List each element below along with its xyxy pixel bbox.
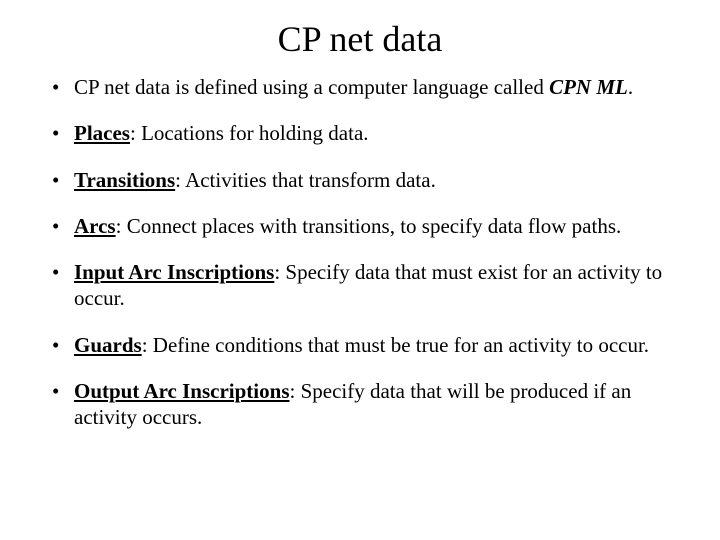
bullet-rest-text: : Activities that transform data. [175,168,436,192]
bullet-term: Transitions [74,168,175,192]
bullet-item: Arcs: Connect places with transitions, t… [48,213,672,239]
bullet-list: CP net data is defined using a computer … [48,74,672,430]
bullet-item: Input Arc Inscriptions: Specify data tha… [48,259,672,312]
bullet-rest-text: : Locations for holding data. [130,121,369,145]
bullet-item: Transitions: Activities that transform d… [48,167,672,193]
bullet-term: Output Arc Inscriptions [74,379,290,403]
bullet-item: Output Arc Inscriptions: Specify data th… [48,378,672,431]
bullet-term: CPN ML [549,75,628,99]
bullet-rest-text: : Define conditions that must be true fo… [142,333,649,357]
slide-title: CP net data [48,18,672,60]
bullet-item: Guards: Define conditions that must be t… [48,332,672,358]
bullet-term: Guards [74,333,142,357]
bullet-item: Places: Locations for holding data. [48,120,672,146]
bullet-term: Places [74,121,130,145]
bullet-term: Input Arc Inscriptions [74,260,274,284]
bullet-pre-text: CP net data is defined using a computer … [74,75,549,99]
slide: CP net data CP net data is defined using… [0,0,720,540]
bullet-rest-text: . [628,75,633,99]
bullet-item: CP net data is defined using a computer … [48,74,672,100]
bullet-rest-text: : Connect places with transitions, to sp… [116,214,622,238]
bullet-term: Arcs [74,214,116,238]
